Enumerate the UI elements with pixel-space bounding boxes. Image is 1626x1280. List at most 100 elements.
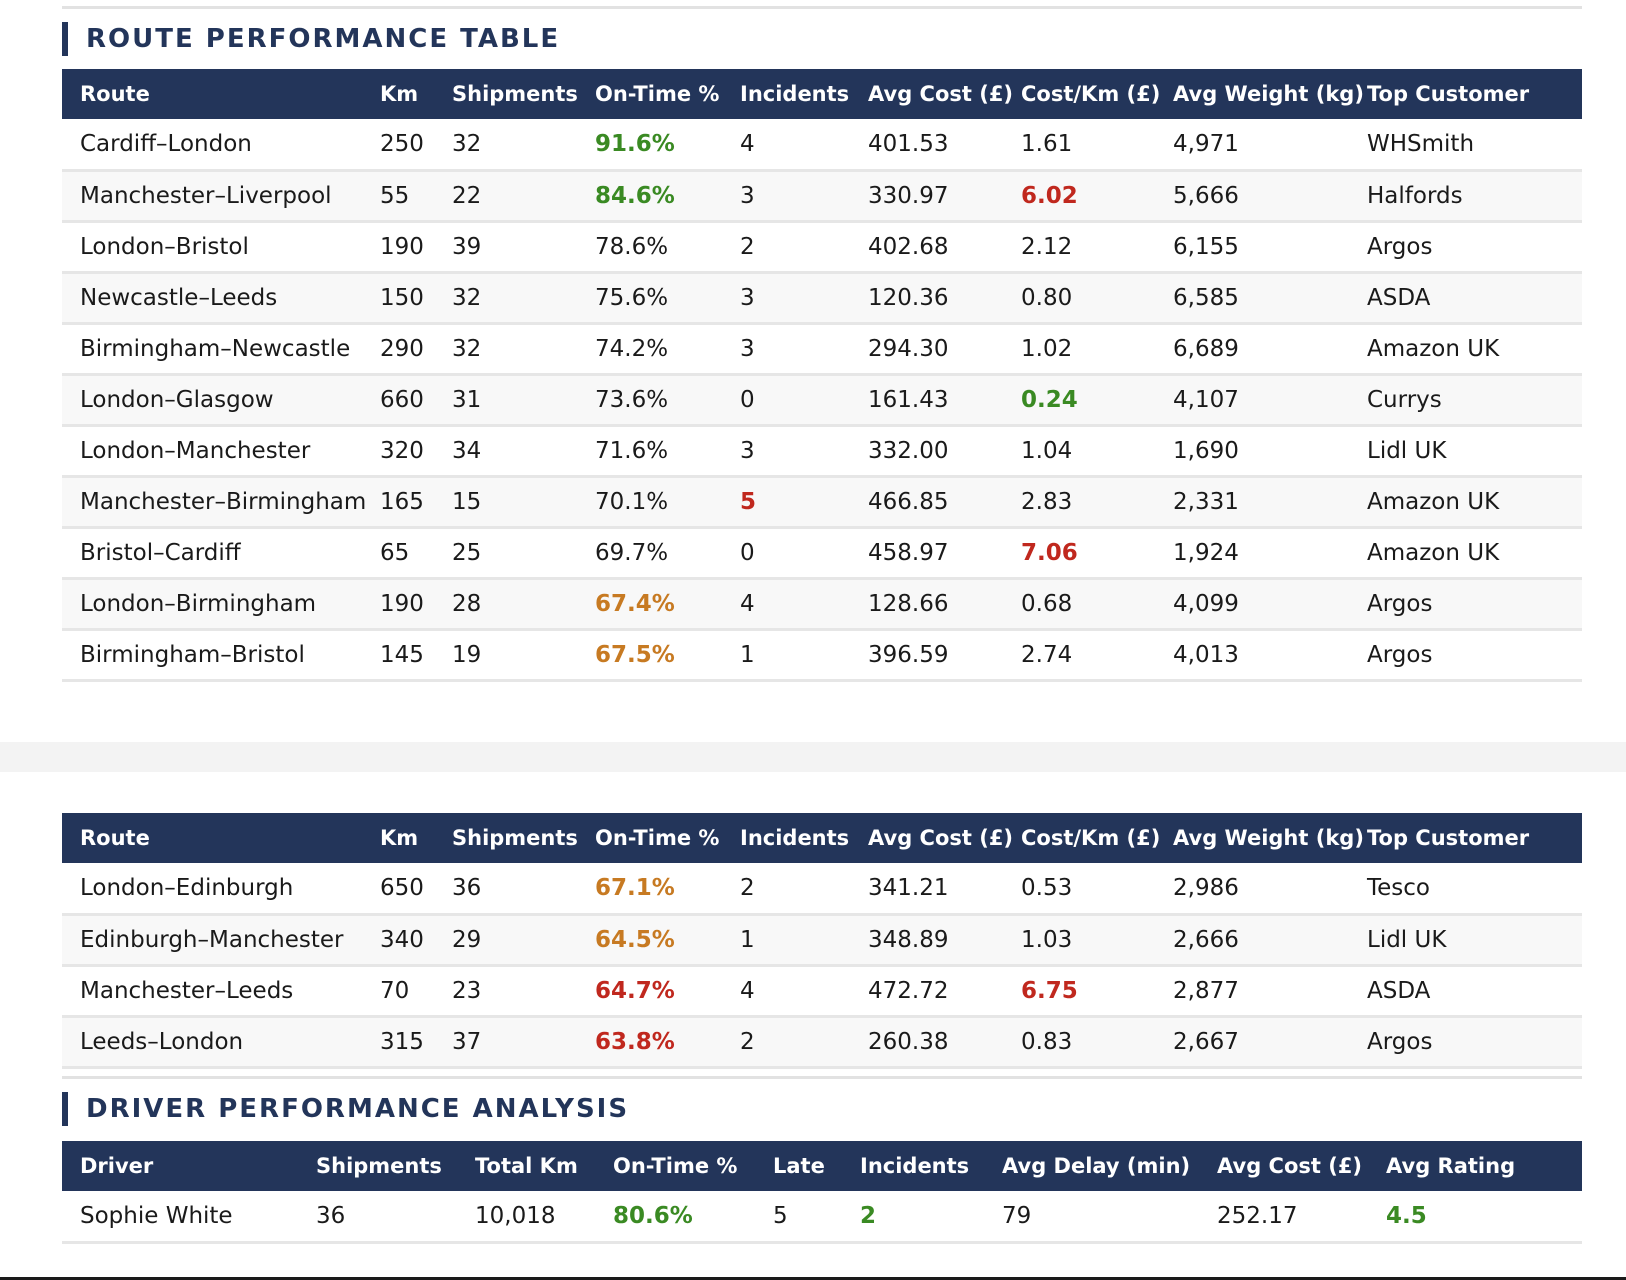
cost-per-km-cell: 1.03 bbox=[1021, 926, 1073, 953]
route-cell: Manchester–Birmingham bbox=[80, 488, 367, 515]
table-row: London–Manchester 320 34 71.6% 3 332.00 1.04 1,… bbox=[62, 425, 1582, 476]
route-cell: Manchester–Leeds bbox=[80, 977, 294, 1004]
top-customer-cell: Tesco bbox=[1367, 874, 1430, 901]
column-header: Avg Rating bbox=[1386, 1154, 1516, 1178]
incidents-cell: 2 bbox=[860, 1202, 877, 1229]
km-cell: 190 bbox=[380, 233, 424, 260]
viewport-bottom-border bbox=[0, 1277, 1626, 1280]
shipments-cell: 32 bbox=[452, 284, 482, 311]
column-header: Avg Weight (kg) bbox=[1173, 826, 1364, 850]
avg-cost-cell: 458.97 bbox=[868, 539, 949, 566]
shipments-cell: 29 bbox=[452, 926, 482, 953]
shipments-cell: 28 bbox=[452, 590, 482, 617]
column-header: Km bbox=[380, 826, 419, 850]
column-header: Avg Cost (£) bbox=[868, 82, 1014, 106]
column-header: Route bbox=[80, 82, 150, 106]
cost-per-km-cell: 6.75 bbox=[1021, 977, 1078, 1004]
route-cell: London–Birmingham bbox=[80, 590, 317, 617]
incidents-cell: 3 bbox=[740, 335, 755, 362]
table-row: Cardiff–London 250 32 91.6% 4 401.53 1.61 4,971… bbox=[62, 119, 1582, 170]
top-customer-cell: WHSmith bbox=[1367, 130, 1475, 157]
top-customer-cell: ASDA bbox=[1367, 977, 1431, 1004]
column-header: Cost/Km (£) bbox=[1021, 826, 1161, 850]
route-performance-table-continued: Route Km Shipments On-Time % Incidents Avg Co… bbox=[62, 813, 1582, 1069]
table-row: Birmingham–Bristol 145 19 67.5% 1 396.59 2.74 4… bbox=[62, 629, 1582, 680]
avg-weight-cell: 2,986 bbox=[1173, 874, 1239, 901]
top-customer-cell: Amazon UK bbox=[1367, 488, 1500, 515]
avg-cost-cell: 294.30 bbox=[868, 335, 949, 362]
column-header: Avg Delay (min) bbox=[1002, 1154, 1191, 1178]
route-cell: Bristol–Cardiff bbox=[80, 539, 241, 566]
column-header: Shipments bbox=[452, 82, 578, 106]
shipments-cell: 31 bbox=[452, 386, 482, 413]
cost-per-km-cell: 0.53 bbox=[1021, 874, 1073, 901]
top-customer-cell: Argos bbox=[1367, 590, 1433, 617]
cost-per-km-cell: 7.06 bbox=[1021, 539, 1078, 566]
top-customer-cell: Argos bbox=[1367, 233, 1433, 260]
route-cell: Manchester–Liverpool bbox=[80, 182, 332, 209]
column-header: Incidents bbox=[740, 82, 850, 106]
table-row: Bristol–Cardiff 65 25 69.7% 0 458.97 7.06 1,924… bbox=[62, 527, 1582, 578]
avg-weight-cell: 6,155 bbox=[1173, 233, 1239, 260]
table-row: London–Bristol 190 39 78.6% 2 402.68 2.12 6,155… bbox=[62, 221, 1582, 272]
column-header: On-Time % bbox=[613, 1154, 738, 1178]
top-customer-cell: Lidl UK bbox=[1367, 437, 1447, 464]
avg-delay-cell: 79 bbox=[1002, 1202, 1032, 1229]
column-header: Avg Cost (£) bbox=[1217, 1154, 1363, 1178]
table-row: Manchester–Liverpool 55 22 84.6% 3 330.97 6.02… bbox=[62, 170, 1582, 221]
ontime-cell: 64.5% bbox=[595, 926, 675, 953]
ontime-cell: 71.6% bbox=[595, 437, 669, 464]
incidents-cell: 4 bbox=[740, 977, 755, 1004]
top-customer-cell: Argos bbox=[1367, 641, 1433, 668]
incidents-cell: 2 bbox=[740, 233, 755, 260]
driver-performance-table: Driver Shipments Total Km On-Time % Late Inci… bbox=[62, 1141, 1582, 1244]
shipments-cell: 36 bbox=[316, 1202, 346, 1229]
incidents-cell: 0 bbox=[740, 386, 755, 413]
cost-per-km-cell: 1.02 bbox=[1021, 335, 1073, 362]
avg-weight-cell: 1,924 bbox=[1173, 539, 1239, 566]
ontime-cell: 63.8% bbox=[595, 1028, 675, 1055]
incidents-cell: 1 bbox=[740, 641, 755, 668]
km-cell: 315 bbox=[380, 1028, 424, 1055]
ontime-cell: 64.7% bbox=[595, 977, 675, 1004]
avg-rating-cell: 4.5 bbox=[1386, 1202, 1427, 1229]
column-header: Late bbox=[773, 1154, 825, 1178]
incidents-cell: 4 bbox=[740, 590, 755, 617]
route-cell: London–Manchester bbox=[80, 437, 311, 464]
avg-weight-cell: 6,689 bbox=[1173, 335, 1239, 362]
avg-cost-cell: 161.43 bbox=[868, 386, 949, 413]
avg-weight-cell: 2,331 bbox=[1173, 488, 1239, 515]
shipments-cell: 15 bbox=[452, 488, 482, 515]
route-cell: London–Edinburgh bbox=[80, 874, 294, 901]
column-header: Driver bbox=[80, 1154, 154, 1178]
column-header: On-Time % bbox=[595, 82, 720, 106]
route-cell: Cardiff–London bbox=[80, 130, 252, 157]
top-customer-cell: Currys bbox=[1367, 386, 1442, 413]
table-row: Leeds–London 315 37 63.8% 2 260.38 0.83 2,667 Ar… bbox=[62, 1016, 1582, 1067]
cost-per-km-cell: 0.68 bbox=[1021, 590, 1073, 617]
avg-cost-cell: 128.66 bbox=[868, 590, 949, 617]
driver-section-title: DRIVER PERFORMANCE ANALYSIS bbox=[62, 1092, 629, 1126]
top-customer-cell: Amazon UK bbox=[1367, 539, 1500, 566]
avg-weight-cell: 2,877 bbox=[1173, 977, 1239, 1004]
ontime-cell: 91.6% bbox=[595, 130, 675, 157]
route-cell: Birmingham–Bristol bbox=[80, 641, 305, 668]
cost-per-km-cell: 1.04 bbox=[1021, 437, 1073, 464]
table-header-row: Route Km Shipments On-Time % Incidents Avg Co… bbox=[62, 813, 1582, 863]
incidents-cell: 0 bbox=[740, 539, 755, 566]
km-cell: 65 bbox=[380, 539, 410, 566]
table-row: Sophie White 36 10,018 80.6% 5 2 79 252.17 4.5 bbox=[62, 1191, 1582, 1242]
cost-per-km-cell: 0.80 bbox=[1021, 284, 1073, 311]
cost-per-km-cell: 2.74 bbox=[1021, 641, 1073, 668]
table-row: Birmingham–Newcastle 290 32 74.2% 3 294.30 1.0… bbox=[62, 323, 1582, 374]
top-customer-cell: Lidl UK bbox=[1367, 926, 1447, 953]
avg-cost-cell: 260.38 bbox=[868, 1028, 949, 1055]
km-cell: 70 bbox=[380, 977, 410, 1004]
table-row: Manchester–Leeds 70 23 64.7% 4 472.72 6.75 2,87… bbox=[62, 965, 1582, 1016]
km-cell: 340 bbox=[380, 926, 424, 953]
avg-weight-cell: 4,971 bbox=[1173, 130, 1239, 157]
column-header: Shipments bbox=[316, 1154, 442, 1178]
ontime-cell: 67.1% bbox=[595, 874, 675, 901]
ontime-cell: 75.6% bbox=[595, 284, 669, 311]
ontime-cell: 73.6% bbox=[595, 386, 669, 413]
